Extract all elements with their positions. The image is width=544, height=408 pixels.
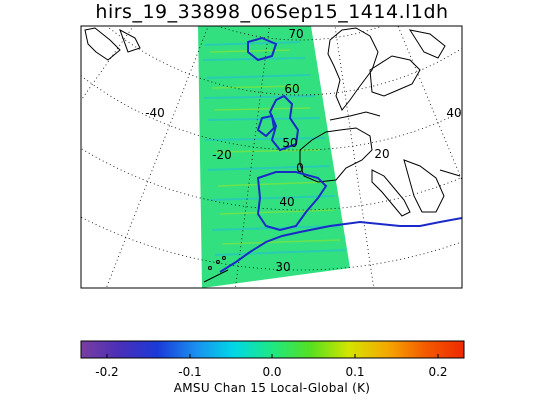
map-plot-area: 70 60 50 40 30 -40 -20 0 20 40 [81, 26, 462, 288]
lon-label-20: 20 [374, 147, 389, 161]
lat-label-30: 30 [275, 260, 290, 274]
map-frame [80, 25, 463, 289]
colorbar-tick-label: -0.1 [178, 365, 201, 379]
satellite-swath [198, 26, 350, 288]
colorbar-tick-label: 0.0 [262, 365, 281, 379]
lon-label-minus20: -20 [212, 148, 232, 162]
colorbar-ticks [106, 354, 439, 358]
coast-ireland [256, 114, 276, 138]
coast-france [299, 127, 373, 183]
lon-label-0: 0 [296, 161, 304, 175]
coast-iceland [247, 36, 278, 62]
coast-italy [371, 169, 411, 217]
coastlines [84, 27, 462, 283]
coast-britain [268, 94, 300, 152]
coast-iberia [256, 171, 328, 232]
lon-label-40: 40 [446, 106, 461, 120]
lat-label-60: 60 [284, 82, 299, 96]
lat-label-50: 50 [282, 136, 297, 150]
coast-greenland [84, 27, 121, 61]
colorbar-label: AMSU Chan 15 Local-Global (K) [173, 381, 371, 395]
lat-label-70: 70 [288, 27, 303, 41]
coast-north-africa [219, 217, 462, 273]
lat-label-40: 40 [279, 195, 294, 209]
coast-scandinavia [327, 27, 379, 111]
graticule [81, 26, 462, 288]
colorbar-tick-label: 0.1 [345, 365, 364, 379]
map-title: hirs_19_33898_06Sep15_1414.l1dh [95, 1, 449, 23]
colorbar-tick-label: -0.2 [95, 365, 118, 379]
colorbar-tick-label: 0.2 [428, 365, 447, 379]
lon-label-minus40: -40 [145, 106, 165, 120]
